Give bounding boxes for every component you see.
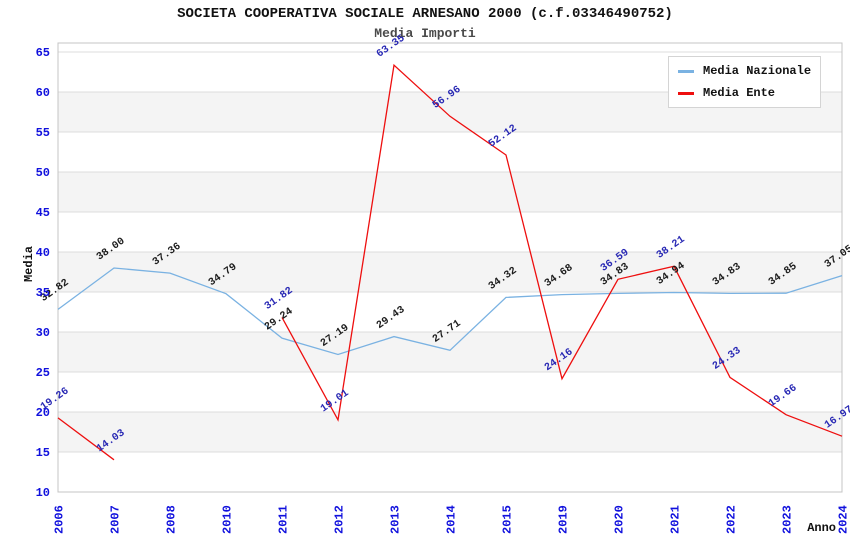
x-tick-label: 2008: [165, 505, 179, 534]
legend-item-media-nazionale: Media Nazionale: [678, 64, 811, 78]
x-tick-label: 2006: [53, 505, 67, 534]
x-tick-label: 2023: [781, 505, 795, 534]
y-tick-label: 20: [36, 406, 50, 420]
y-tick-label: 35: [36, 286, 50, 300]
y-tick-label: 60: [36, 86, 50, 100]
y-tick-label: 10: [36, 486, 50, 500]
y-axis-title: Media: [22, 246, 36, 282]
x-tick-label: 2021: [669, 505, 683, 534]
x-tick-label: 2012: [333, 505, 347, 534]
chart-subtitle: Media Importi: [374, 26, 476, 41]
chart-title: SOCIETA COOPERATIVA SOCIALE ARNESANO 200…: [177, 6, 673, 22]
x-tick-label: 2014: [445, 505, 459, 534]
x-tick-label: 2015: [501, 505, 515, 534]
plot-band: [58, 252, 842, 292]
x-tick-label: 2010: [221, 505, 235, 534]
point-label-1: 19.66: [767, 382, 800, 410]
y-tick-label: 55: [36, 126, 50, 140]
series-line-1: [57, 63, 843, 461]
media-ente-line-swatch: [678, 91, 694, 95]
series-line-0: [57, 267, 843, 356]
x-tick-label: 2007: [109, 505, 123, 534]
plot-band: [58, 412, 842, 452]
y-tick-label: 65: [36, 46, 50, 60]
legend-label-media-ente: Media Ente: [703, 86, 776, 100]
plot-border: [57, 42, 843, 493]
y-tick-label: 40: [36, 246, 50, 260]
legend: Media Nazionale Media Ente: [668, 56, 822, 108]
y-tick-label: 45: [36, 206, 50, 220]
x-tick-label: 2019: [557, 505, 571, 534]
x-tick-label: 2020: [613, 505, 627, 534]
y-tick-label: 15: [36, 446, 50, 460]
legend-item-media-ente: Media Ente: [678, 86, 811, 100]
point-label-1: 63.35: [375, 33, 408, 61]
y-tick-label: 25: [36, 366, 50, 380]
legend-label-media-nazionale: Media Nazionale: [703, 64, 812, 78]
x-tick-label: 2022: [725, 505, 739, 534]
x-axis-title: Anno: [807, 521, 836, 535]
x-tick-label: 2013: [389, 505, 403, 534]
point-label-1: 19.01: [319, 387, 352, 415]
point-label-0: 29.43: [375, 304, 408, 332]
plot-band: [58, 172, 842, 212]
y-tick-label: 50: [36, 166, 50, 180]
y-tick-label: 30: [36, 326, 50, 340]
x-tick-label: 2024: [837, 505, 850, 534]
media-nazionale-line-swatch: [678, 69, 694, 73]
plot-band: [58, 332, 842, 372]
x-tick-label: 2011: [277, 505, 291, 534]
